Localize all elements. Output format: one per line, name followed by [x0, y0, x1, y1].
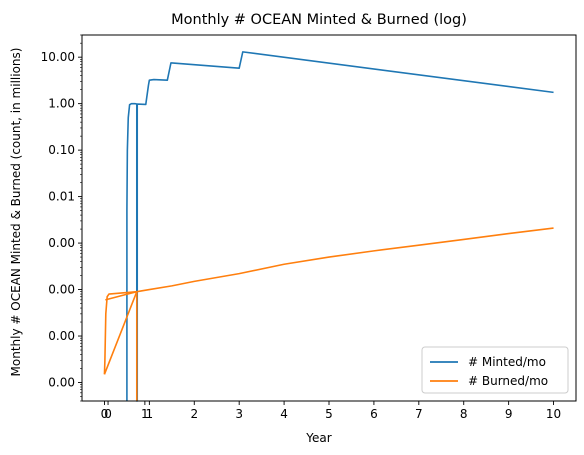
x-tick-label: 9 [505, 407, 513, 421]
legend-label: # Minted/mo [468, 355, 546, 369]
y-tick-label: 0.00 [48, 329, 75, 343]
series-line-burned-1 [103, 291, 138, 375]
chart-title: Monthly # OCEAN Minted & Burned (log) [171, 12, 467, 28]
x-axis: 00 11 2 3 4 5 6 7 8 9 10 [101, 401, 561, 421]
x-tick-label: 7 [415, 407, 423, 421]
y-tick-label: 0.01 [48, 190, 75, 204]
x-tick-label: 10 [546, 407, 561, 421]
x-tick-label: 4 [280, 407, 288, 421]
x-tick-label: 2 [190, 407, 198, 421]
x-tick-label: 1 [146, 407, 154, 421]
x-tick-label: 1 [141, 407, 149, 421]
plot-frame [81, 34, 577, 402]
y-tick-label: 1.00 [48, 97, 75, 111]
series-line-minted-0 [126, 51, 554, 402]
x-tick-label: 0 [101, 407, 109, 421]
x-tick-label: 3 [235, 407, 243, 421]
legend-box [421, 346, 569, 394]
plot-area [103, 51, 554, 402]
y-tick-label: 0.00 [48, 283, 75, 297]
y-tick-label: 0.10 [48, 143, 75, 157]
y-tick-label: 0.00 [48, 376, 75, 390]
legend: # Minted/mo # Burned/mo [421, 346, 569, 394]
x-tick-label: 0 [104, 407, 112, 421]
y-tick-label: 0.00 [48, 236, 75, 250]
y-tick-label: 10.00 [41, 50, 75, 64]
x-tick-label: 8 [460, 407, 468, 421]
legend-label: # Burned/mo [468, 374, 548, 388]
series-line-burned-2 [105, 290, 137, 301]
x-axis-label: Year [305, 431, 331, 445]
x-tick-label: 6 [370, 407, 378, 421]
series-line-burned-0 [103, 290, 137, 375]
y-axis-label: Monthly # OCEAN Minted & Burned (count, … [9, 48, 23, 377]
y-axis: 10.00 1.00 0.10 0.01 0.00 0.00 0.00 0.00 [41, 34, 82, 402]
series-line-burned-3 [135, 227, 554, 401]
x-tick-label: 5 [325, 407, 333, 421]
